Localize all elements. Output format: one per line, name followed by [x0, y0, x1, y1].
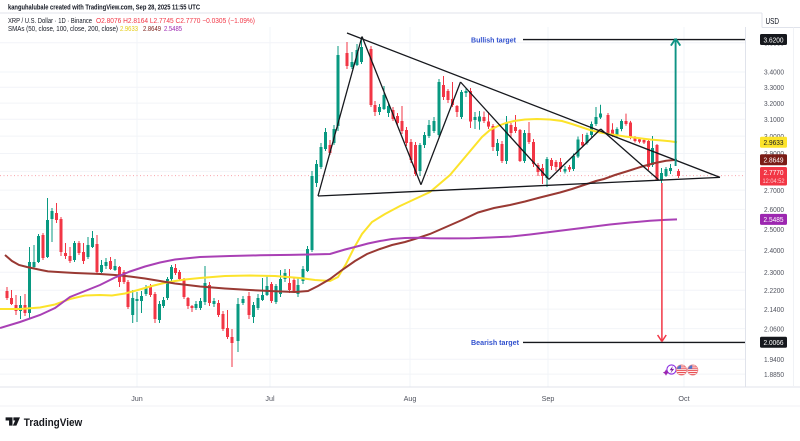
- svg-text:2.9633: 2.9633: [764, 138, 784, 147]
- svg-text:2.9633: 2.9633: [120, 26, 138, 33]
- svg-text:12:04:52: 12:04:52: [763, 178, 785, 185]
- svg-text:2.8649: 2.8649: [143, 26, 161, 33]
- svg-text:2.7000: 2.7000: [764, 186, 784, 195]
- svg-text:kanguhalubale created with Tra: kanguhalubale created with TradingView.c…: [8, 4, 200, 12]
- svg-text:2.2200: 2.2200: [764, 286, 784, 295]
- svg-text:2.5485: 2.5485: [764, 215, 784, 224]
- svg-text:Bearish target: Bearish target: [471, 338, 519, 347]
- svg-text:1.9400: 1.9400: [764, 355, 784, 364]
- svg-text:O2.8076 H2.8164 L2.7745 C2.: O2.8076 H2.8164 L2.7745 C2.7770 −0.0305 …: [96, 18, 255, 25]
- svg-text:2.0600: 2.0600: [764, 324, 784, 333]
- svg-text:2.5000: 2.5000: [764, 225, 784, 234]
- svg-text:3.1000: 3.1000: [764, 115, 784, 124]
- svg-text:2.5485: 2.5485: [164, 26, 182, 33]
- svg-text:Jun: Jun: [131, 394, 143, 403]
- svg-text:1.8850: 1.8850: [764, 370, 784, 379]
- svg-text:2.0066: 2.0066: [764, 338, 784, 347]
- svg-text:Sep: Sep: [542, 394, 555, 403]
- svg-text:2.7770: 2.7770: [764, 168, 784, 177]
- svg-text:3.0000: 3.0000: [764, 132, 784, 141]
- svg-text:2.1400: 2.1400: [764, 305, 784, 314]
- svg-text:Oct: Oct: [678, 394, 689, 403]
- svg-text:3.4000: 3.4000: [764, 68, 784, 77]
- svg-text:Bullish target: Bullish target: [471, 35, 516, 44]
- svg-text:TradingView: TradingView: [24, 417, 83, 429]
- svg-text:3.6200: 3.6200: [764, 35, 784, 44]
- svg-text:Aug: Aug: [404, 394, 417, 403]
- svg-text:3.2000: 3.2000: [764, 99, 784, 108]
- svg-text:2.3000: 2.3000: [764, 268, 784, 277]
- svg-text:Jul: Jul: [265, 394, 275, 403]
- svg-text:SMAs (50, close, 100, close, 2: SMAs (50, close, 100, close, 200, close): [8, 26, 118, 33]
- svg-text:XRP / U.S. Dollar · 1D · Binan: XRP / U.S. Dollar · 1D · Binance: [8, 18, 92, 25]
- svg-text:2.8649: 2.8649: [764, 156, 784, 165]
- svg-text:2.6000: 2.6000: [764, 205, 784, 214]
- svg-text:3.3000: 3.3000: [764, 83, 784, 92]
- svg-text:2.4000: 2.4000: [764, 246, 784, 255]
- svg-text:2.9000: 2.9000: [764, 149, 784, 158]
- svg-text:USD: USD: [766, 17, 780, 26]
